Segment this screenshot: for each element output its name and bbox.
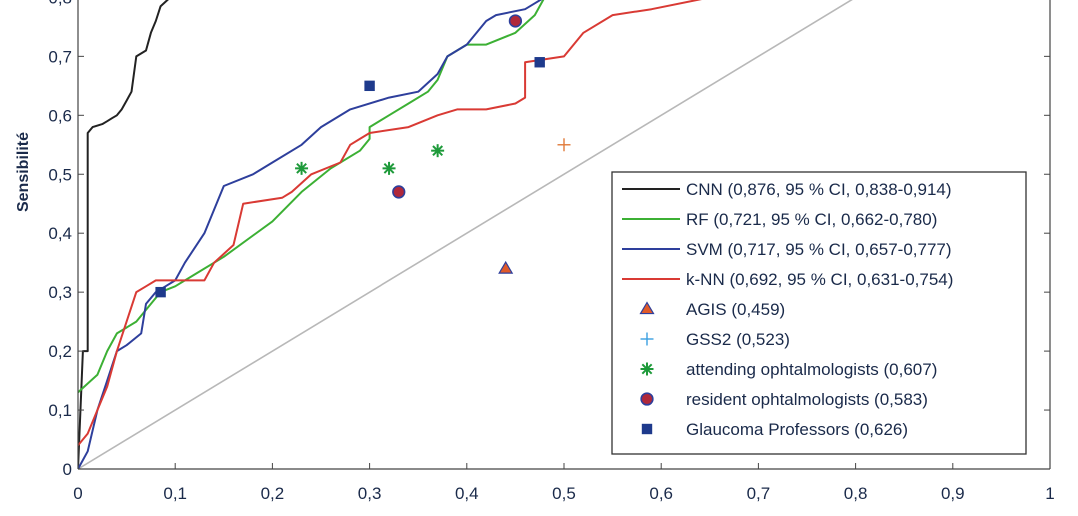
axes: 0 0,1 0,2 0,3 0,4 0,5 0,6 0,7 0,8 0,9 1 0 0,1 0,2 0,3 0… xyxy=(48,0,1055,503)
x-tick-label: 0,5 xyxy=(552,484,576,503)
k-nn-roc-line xyxy=(78,0,702,447)
reference-diagonal xyxy=(78,0,853,469)
glaucoma-point-1 xyxy=(364,80,375,92)
legend-agis-label: AGIS (0,459) xyxy=(686,300,785,319)
legend-attending-label: attending ophtalmologists (0,607) xyxy=(686,360,937,379)
legend-glaucoma-marker xyxy=(641,423,653,435)
x-tick-label: 0,4 xyxy=(455,484,479,503)
attending-point-2 xyxy=(431,144,445,158)
attending-point-0 xyxy=(295,161,309,175)
y-tick-label: 0,3 xyxy=(48,283,72,302)
legend-resident-label: resident ophtalmologists (0,583) xyxy=(686,390,928,409)
legend-agis-marker xyxy=(639,301,655,315)
x-tick-label: 0,3 xyxy=(358,484,382,503)
y-tick-label: 0,7 xyxy=(48,47,72,66)
agis-point-0 xyxy=(498,260,514,274)
legend-svm-label: SVM (0,717, 95 % CI, 0,657-0,777) xyxy=(686,240,952,259)
y-tick-label: 0 xyxy=(63,460,72,479)
legend-attending-marker xyxy=(640,362,654,376)
rf-roc-line xyxy=(78,0,545,394)
legend-glaucoma-label: Glaucoma Professors (0,626) xyxy=(686,420,908,439)
x-tick-label: 0,2 xyxy=(261,484,285,503)
legend-gss2-marker xyxy=(640,332,654,346)
legend-resident-marker xyxy=(640,392,654,406)
y-tick-label: 0,2 xyxy=(48,342,72,361)
x-tick-label: 0,6 xyxy=(649,484,673,503)
resident-point-0 xyxy=(392,185,406,199)
y-axis-label: Sensibilité xyxy=(15,132,32,212)
gss2-point-0 xyxy=(557,138,571,152)
y-tick-label: 0,6 xyxy=(48,106,72,125)
x-tick-label: 1 xyxy=(1045,484,1054,503)
plot-area xyxy=(78,0,853,469)
glaucoma-point-2 xyxy=(534,57,545,68)
y-tick-label: 0,8 xyxy=(48,0,72,7)
y-tick-label: 0,5 xyxy=(48,165,72,184)
x-tick-label: 0,1 xyxy=(163,484,187,503)
x-tick-label: 0,8 xyxy=(844,484,868,503)
legend-cnn-label: CNN (0,876, 95 % CI, 0,838-0,914) xyxy=(686,180,952,199)
glaucoma-point-0 xyxy=(155,286,166,298)
legend-k-nn-label: k-NN (0,692, 95 % CI, 0,631-0,754) xyxy=(686,270,953,289)
legend-box xyxy=(611,171,1027,455)
y-tick-label: 0,4 xyxy=(48,224,72,243)
x-tick-label: 0 xyxy=(73,484,82,503)
legend-rf-label: RF (0,721, 95 % CI, 0,662-0,780) xyxy=(686,210,937,229)
svm-roc-line xyxy=(78,0,543,469)
x-tick-label: 0,9 xyxy=(941,484,965,503)
resident-point-1 xyxy=(508,14,523,28)
legend: CNN (0,876, 95 % CI, 0,838-0,914) RF (0,7… xyxy=(611,171,1027,455)
plot-clip-group xyxy=(78,0,853,469)
y-tick-label: 0,1 xyxy=(48,401,72,420)
attending-point-1 xyxy=(382,161,396,175)
x-tick-label: 0,7 xyxy=(747,484,771,503)
legend-gss2-label: GSS2 (0,523) xyxy=(686,330,790,349)
cnn-roc-line xyxy=(78,0,169,469)
